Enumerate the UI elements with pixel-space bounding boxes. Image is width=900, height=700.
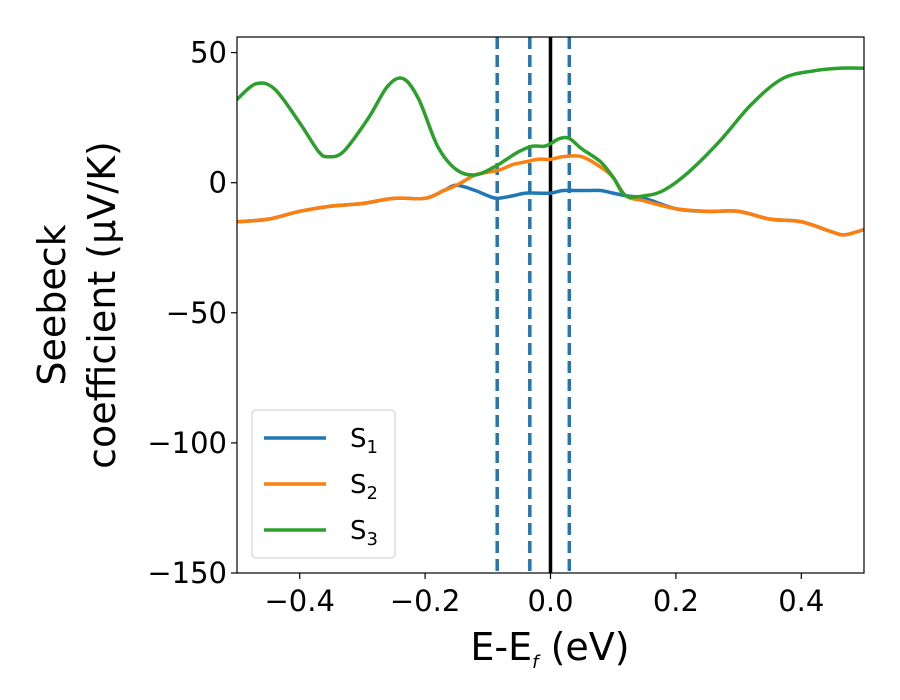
legend-label-s1: S1 [350, 424, 378, 458]
y-tick-label: −100 [147, 426, 227, 460]
y-axis-title-line1: Seebeck [30, 224, 74, 385]
y-tick-label: −50 [166, 296, 227, 330]
legend-label-s3: S3 [350, 516, 378, 550]
legend: S1 S2 S3 [251, 409, 396, 559]
x-tick-label: 0.0 [527, 584, 573, 618]
series-line-s2 [237, 154, 864, 237]
y-tick-label: 50 [190, 36, 227, 70]
x-tick-label: 0.2 [653, 584, 699, 618]
y-axis-title-line2: coefficient (μV/K) [80, 141, 124, 469]
y-tick-label: 0 [209, 166, 227, 200]
x-tick-label: −0.4 [264, 584, 334, 618]
y-tick-label: −150 [147, 556, 227, 590]
x-axis-title: E-Ef (eV) [470, 625, 629, 673]
series-layer [237, 66, 864, 237]
x-tick-label: −0.2 [390, 584, 460, 618]
legend-label-s2: S2 [350, 470, 378, 504]
ticks-layer: −0.4 −0.2 0.0 0.2 0.4 −150 −100 −50 0 50 [147, 36, 824, 618]
reference-lines-layer [495, 37, 572, 573]
series-line-s3 [237, 66, 864, 200]
x-tick-label: 0.4 [778, 584, 824, 618]
